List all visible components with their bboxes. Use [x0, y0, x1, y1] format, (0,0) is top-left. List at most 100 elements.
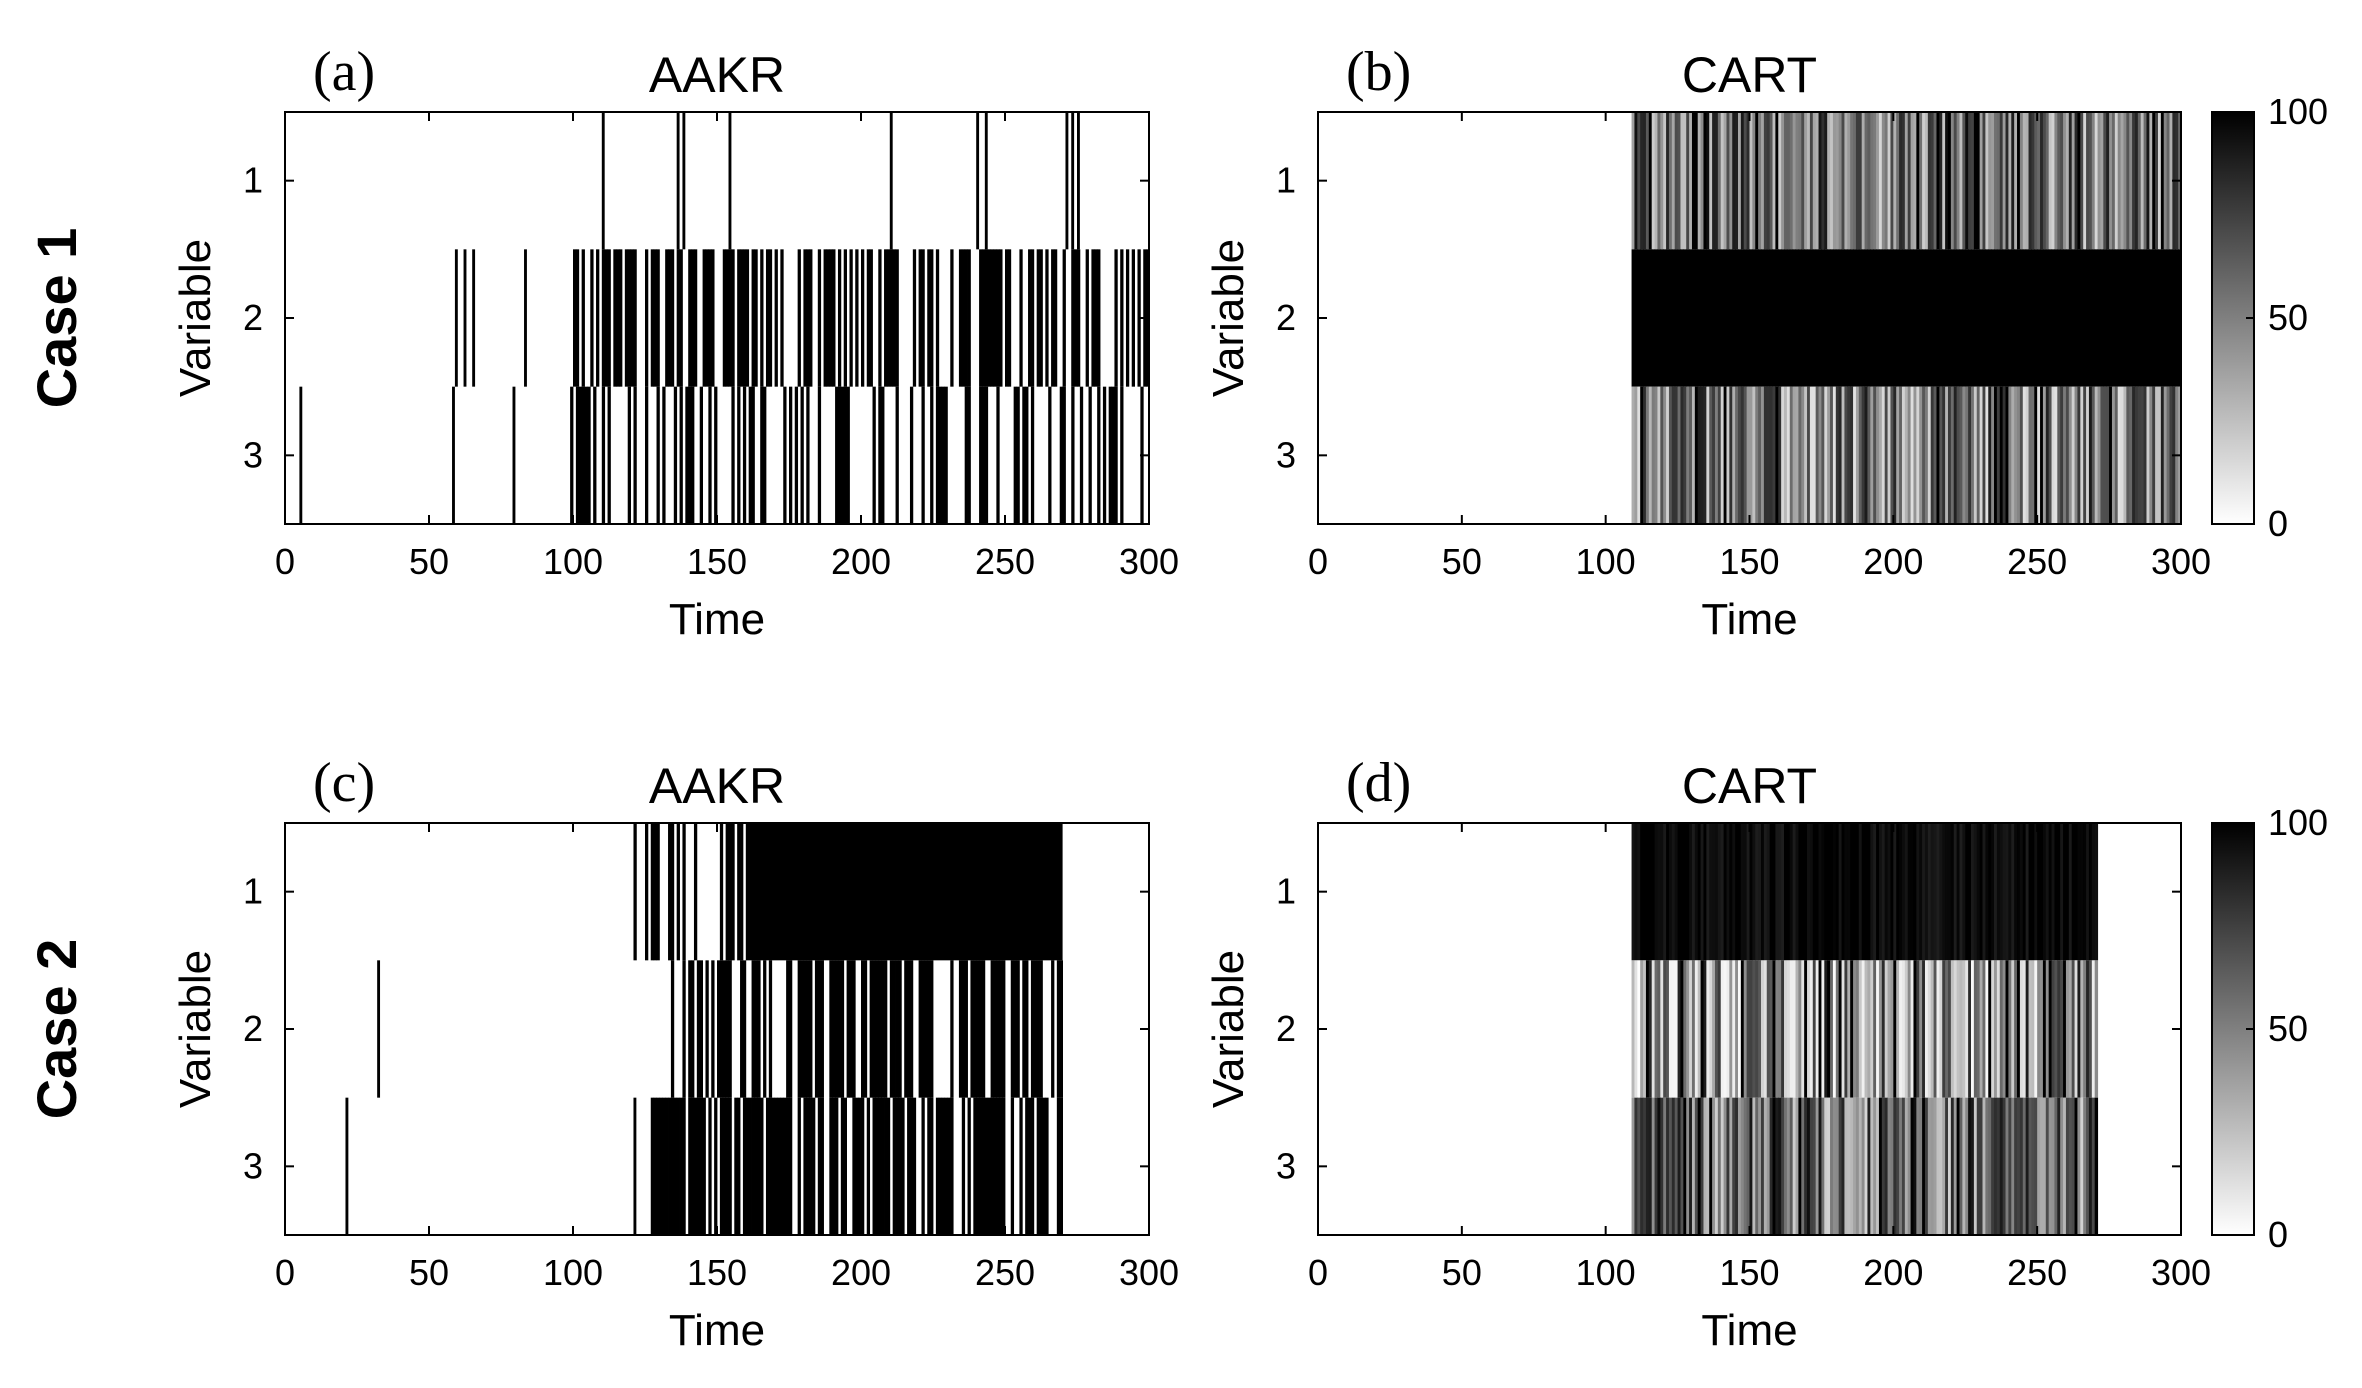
cell-var2 — [1714, 960, 1719, 1098]
cell-var3 — [2028, 1097, 2032, 1235]
cell-var2 — [1924, 249, 1929, 387]
cell-var2 — [1899, 960, 1903, 1098]
cell-var2 — [1778, 960, 1782, 1098]
cell-var3 — [1769, 1097, 1774, 1235]
cell-var3 — [2132, 386, 2136, 524]
cell-var2 — [973, 960, 977, 1098]
cell-var2 — [1830, 960, 1834, 1098]
cell-var2 — [895, 249, 899, 387]
cell-var2 — [1870, 249, 1874, 387]
cell-var1 — [2077, 823, 2081, 961]
cell-var1 — [1743, 823, 1748, 961]
cell-var3 — [1691, 1097, 1696, 1235]
cell-var2 — [1645, 960, 1650, 1098]
cell-var3 — [2091, 386, 2096, 524]
cell-var3 — [2002, 1097, 2007, 1235]
cell-var3 — [1740, 386, 1745, 524]
cell-var1 — [2008, 823, 2012, 961]
cell-var3 — [881, 386, 885, 524]
cell-var2 — [2094, 960, 2099, 1098]
cell-var1 — [1657, 112, 1661, 250]
cell-var3 — [2031, 386, 2035, 524]
cell-var3 — [829, 1097, 833, 1235]
cell-var2 — [2091, 960, 2096, 1098]
cell-var1 — [1640, 823, 1644, 961]
cell-var1 — [2063, 112, 2067, 250]
cell-var2 — [2025, 249, 2030, 387]
cell-var2 — [2042, 249, 2047, 387]
cell-var2 — [889, 960, 894, 1098]
cell-var2 — [981, 249, 986, 387]
cell-var2 — [2031, 960, 2035, 1098]
cell-var1 — [1660, 823, 1664, 961]
cell-var1 — [1939, 112, 1943, 250]
cell-var2 — [1916, 249, 1920, 387]
cell-var1 — [2068, 112, 2073, 250]
cell-var1 — [1962, 112, 1966, 250]
cell-var2 — [1786, 249, 1791, 387]
cell-var2 — [1821, 960, 1825, 1098]
cell-var3 — [1899, 1097, 1903, 1235]
cell-var3 — [2011, 1097, 2015, 1235]
cell-var3 — [1743, 386, 1748, 524]
cell-var2 — [1643, 249, 1647, 387]
cell-var3 — [1936, 386, 1940, 524]
cell-var3 — [2155, 386, 2159, 524]
cell-var2 — [979, 249, 983, 387]
cell-var2 — [1691, 249, 1696, 387]
panel-tag: (c) — [313, 752, 375, 814]
cell-var2 — [849, 960, 853, 1098]
cell-var2 — [1922, 960, 1926, 1098]
cell-var2 — [607, 249, 611, 387]
cell-var3 — [691, 1097, 695, 1235]
cell-var2 — [1907, 960, 1912, 1098]
cell-var3 — [1973, 1097, 1978, 1235]
cell-var1 — [2017, 823, 2021, 961]
cell-var3 — [1059, 1097, 1063, 1235]
cell-var3 — [1991, 386, 1995, 524]
cell-var2 — [861, 960, 865, 1098]
cell-var2 — [1131, 249, 1135, 387]
cell-var3 — [1855, 1097, 1860, 1235]
colorbar-tick-label: 100 — [2268, 802, 2328, 843]
cell-var3 — [1697, 1097, 1702, 1235]
cell-var2 — [1781, 249, 1785, 387]
cell-var2 — [1994, 960, 1998, 1098]
cell-var3 — [2077, 1097, 2081, 1235]
cell-var2 — [1746, 249, 1750, 387]
cell-var3 — [1936, 1097, 1940, 1235]
cell-var1 — [2057, 112, 2061, 250]
cell-var1 — [1850, 112, 1854, 250]
cell-var1 — [1737, 823, 1742, 961]
cell-var3 — [794, 386, 799, 524]
cell-var3 — [999, 1097, 1003, 1235]
cell-var3 — [2149, 386, 2153, 524]
cell-var3 — [1637, 1097, 1641, 1235]
cell-var2 — [2008, 960, 2012, 1098]
cell-var1 — [2149, 112, 2153, 250]
cell-var2 — [1832, 960, 1837, 1098]
cell-var1 — [1979, 823, 1984, 961]
cell-var3 — [1010, 1097, 1015, 1235]
cell-var2 — [613, 249, 617, 387]
cell-var3 — [1737, 386, 1742, 524]
cell-var3 — [1994, 386, 1998, 524]
cell-var3 — [1809, 386, 1814, 524]
cell-var2 — [1910, 249, 1914, 387]
cell-var1 — [2086, 112, 2090, 250]
cell-var3 — [593, 386, 597, 524]
row-label-case-1: Case 1 — [25, 228, 88, 409]
cell-var3 — [1706, 386, 1710, 524]
cell-var1 — [653, 823, 657, 961]
x-axis-label: Time — [669, 1306, 765, 1355]
cell-var3 — [1668, 1097, 1673, 1235]
cell-var3 — [1732, 1097, 1736, 1235]
cell-var3 — [1666, 386, 1670, 524]
cell-var3 — [837, 386, 842, 524]
cell-var3 — [1976, 1097, 1981, 1235]
cell-var1 — [1763, 112, 1768, 250]
cell-var3 — [947, 1097, 951, 1235]
cell-var1 — [2094, 823, 2099, 961]
cell-var2 — [1683, 249, 1687, 387]
cell-var3 — [1111, 386, 1115, 524]
